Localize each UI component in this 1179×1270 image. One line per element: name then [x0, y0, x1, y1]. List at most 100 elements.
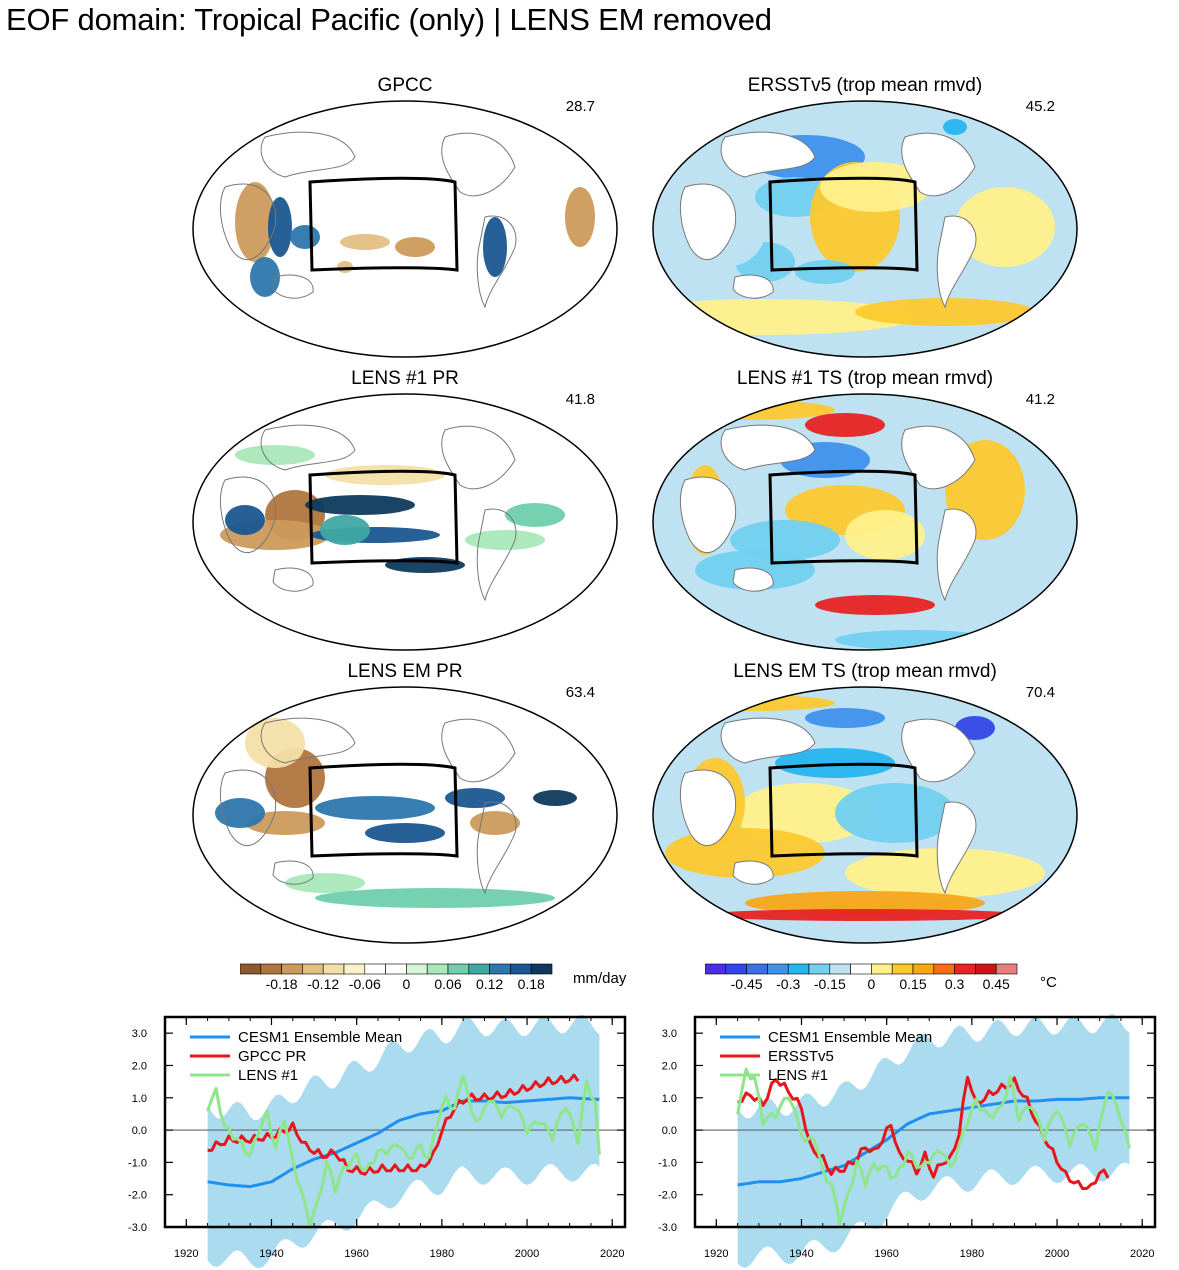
anomaly-patch	[365, 823, 445, 843]
x-tick-label: 1980	[960, 1248, 984, 1260]
colorbar-swatch	[787, 963, 810, 975]
colorbar-swatch	[406, 963, 428, 975]
eof-domain-box	[768, 762, 919, 858]
colorbar-swatch	[489, 963, 511, 975]
anomaly-patch	[320, 515, 370, 545]
anomaly-patch	[337, 261, 353, 273]
colorbar-tick-label: 0.18	[518, 976, 545, 992]
map-panel-lens1-ts: LENS #1 TS (trop mean rmvd) 41.2	[645, 368, 1085, 680]
map-field	[193, 687, 617, 943]
anomaly-patch	[235, 445, 315, 465]
colorbar-tick-label: -0.15	[814, 976, 846, 992]
continent-outline	[732, 860, 774, 885]
colorbar-swatch	[385, 963, 407, 975]
world-map	[192, 393, 618, 651]
anomaly-patch	[675, 695, 835, 711]
map-title: GPCC	[377, 75, 433, 96]
legend-label: CESM1 Ensemble Mean	[238, 1029, 402, 1046]
series-line-lens1	[736, 1067, 1131, 1226]
x-tick-label: 2020	[1130, 1248, 1154, 1260]
anomaly-patch	[215, 798, 265, 828]
colorbar-swatch	[426, 963, 449, 975]
colorbar-swatch	[725, 963, 747, 975]
colorbar-tick-label: -0.3	[776, 976, 800, 992]
continent-outline	[260, 131, 356, 178]
map-field	[193, 101, 617, 357]
anomaly-patch	[775, 748, 895, 778]
world-map	[652, 100, 1078, 358]
colorbar-swatch	[364, 963, 386, 975]
y-tick-label: -1.0	[128, 1157, 147, 1169]
colorbar-swatch	[871, 963, 893, 975]
plot-frame	[693, 1015, 1157, 1229]
anomaly-patch	[483, 217, 507, 277]
anomaly-patch	[325, 465, 445, 485]
continent-outline	[476, 508, 517, 602]
continent-outline	[441, 425, 516, 490]
anomaly-patch	[285, 873, 365, 893]
anomaly-patch	[245, 811, 325, 835]
map-title: LENS #1 PR	[351, 368, 459, 389]
y-tick-label: -3.0	[658, 1222, 677, 1234]
continent-outline	[720, 717, 816, 764]
continent-outline	[260, 717, 356, 764]
map-frame	[192, 100, 618, 358]
continent-outline	[441, 718, 516, 783]
colorbar-swatch	[260, 963, 282, 975]
colorbar-swatch	[975, 963, 997, 975]
anomaly-patch	[805, 413, 885, 437]
x-tick-label: 2000	[1045, 1248, 1069, 1260]
colorbar-precip: -0.18 -0.12 -0.06 0 0.06 0.12 0.18 mm/day	[239, 962, 640, 1012]
continent-outline	[272, 274, 314, 299]
colorbar-swatch	[447, 963, 470, 975]
continent-outline	[441, 132, 516, 197]
continent-outline	[732, 274, 774, 299]
y-tick-label: -2.0	[128, 1190, 147, 1202]
anomaly-patch	[815, 595, 935, 615]
anomaly-patch	[305, 495, 415, 515]
colorbar-tick-label: 0.12	[476, 976, 503, 992]
series-line-observed	[737, 1075, 1110, 1191]
colorbar-swatch	[954, 963, 976, 975]
continent-outline	[272, 567, 314, 592]
map-frame	[192, 393, 618, 651]
map-frame	[652, 393, 1078, 651]
x-tick-label: 2000	[515, 1248, 539, 1260]
y-tick-label: 3.0	[662, 1028, 677, 1040]
anomaly-patch	[470, 811, 520, 835]
colorbar-swatch	[995, 963, 1018, 975]
continent-outline	[901, 132, 976, 197]
continent-outline	[272, 860, 314, 885]
continent-outline	[720, 424, 816, 471]
colorbar-tick-label: -0.18	[266, 976, 298, 992]
anomaly-patch	[705, 909, 1025, 921]
colorbar-swatch	[891, 963, 914, 975]
colorbar-swatch	[510, 963, 532, 975]
world-map	[652, 686, 1078, 944]
x-tick-label: 1940	[789, 1248, 813, 1260]
figure-title: EOF domain: Tropical Pacific (only) | LE…	[6, 2, 772, 37]
explained-variance: 41.2	[1025, 391, 1055, 408]
continent-outline	[260, 424, 356, 471]
continent-outline	[220, 476, 277, 553]
x-tick-label: 1980	[430, 1248, 454, 1260]
anomaly-patch	[315, 888, 555, 908]
y-tick-label: 2.0	[132, 1060, 147, 1072]
anomaly-patch	[505, 503, 565, 527]
colorbar-swatch	[343, 963, 366, 975]
colorbar-swatch	[933, 963, 955, 975]
y-tick-label: 0.0	[132, 1125, 147, 1137]
x-tick-label: 2020	[600, 1248, 624, 1260]
explained-variance: 28.7	[565, 98, 595, 115]
x-tick-label: 1960	[874, 1248, 898, 1260]
anomaly-patch	[250, 257, 280, 297]
map-frame	[652, 100, 1078, 358]
series-line-ensemble-mean	[207, 1096, 600, 1189]
x-tick-label: 1920	[704, 1248, 728, 1260]
y-tick-label: 1.0	[132, 1093, 147, 1105]
anomaly-patch	[235, 182, 275, 262]
y-tick-label: 0.0	[662, 1125, 677, 1137]
colorbar-unit: °C	[1040, 974, 1057, 991]
anomaly-patch	[395, 237, 435, 257]
continent-outline	[220, 769, 277, 846]
